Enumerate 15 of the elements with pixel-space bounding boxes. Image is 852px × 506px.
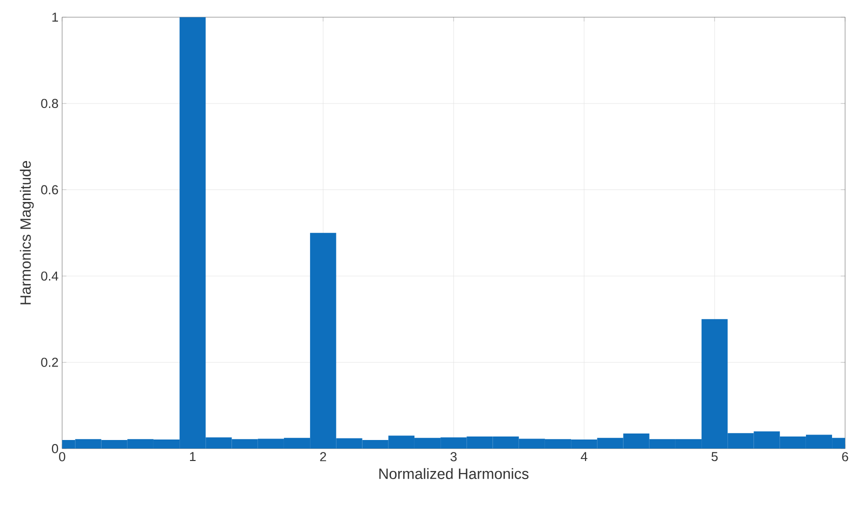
x-axis-title: Normalized Harmonics (379, 468, 528, 480)
y-tick-label: 0.8 (41, 99, 58, 108)
x-tick-label: 3 (450, 452, 457, 462)
x-tick-label: 0 (59, 452, 66, 462)
x-tick-label: 1 (190, 452, 196, 462)
y-tick-label: 0.2 (41, 358, 58, 368)
x-tick-label: 6 (842, 452, 848, 462)
x-tick-label: 2 (320, 452, 326, 462)
x-tick-label: 5 (712, 452, 718, 462)
y-tick-label: 0 (52, 444, 58, 454)
y-axis-title: Harmonics Magnitude (20, 161, 34, 304)
x-tick-label: 4 (580, 452, 588, 462)
y-tick-label: 1 (52, 12, 58, 22)
y-tick-label: 0.6 (41, 185, 58, 194)
y-tick-label: 0.4 (41, 272, 58, 281)
